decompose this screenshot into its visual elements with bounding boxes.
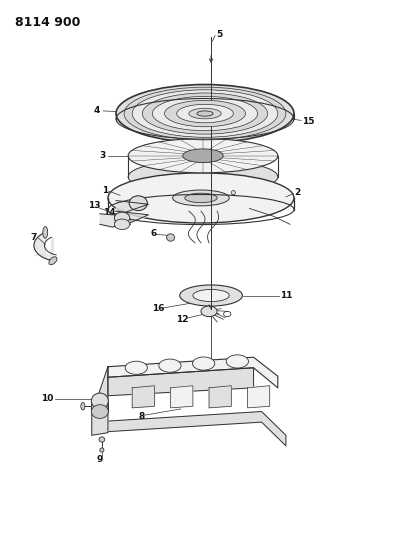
Ellipse shape xyxy=(192,357,214,370)
Polygon shape xyxy=(209,386,231,408)
Ellipse shape xyxy=(158,359,181,372)
Ellipse shape xyxy=(114,219,130,230)
Ellipse shape xyxy=(142,93,267,134)
Text: 13: 13 xyxy=(88,201,100,211)
Ellipse shape xyxy=(91,393,108,409)
Ellipse shape xyxy=(49,257,57,265)
Ellipse shape xyxy=(192,289,229,302)
Ellipse shape xyxy=(81,402,85,410)
Ellipse shape xyxy=(128,139,277,173)
Text: 3: 3 xyxy=(99,151,105,160)
Text: 5: 5 xyxy=(216,30,222,39)
Ellipse shape xyxy=(91,405,108,418)
Ellipse shape xyxy=(108,173,293,223)
Ellipse shape xyxy=(124,87,285,140)
Polygon shape xyxy=(92,411,285,446)
Ellipse shape xyxy=(116,85,293,142)
Ellipse shape xyxy=(184,193,217,203)
Text: 14: 14 xyxy=(103,208,115,217)
Text: 8: 8 xyxy=(138,413,144,421)
Ellipse shape xyxy=(164,100,245,127)
Ellipse shape xyxy=(125,361,147,374)
Ellipse shape xyxy=(231,191,235,195)
Ellipse shape xyxy=(196,111,213,116)
Polygon shape xyxy=(108,368,253,395)
Ellipse shape xyxy=(166,234,174,241)
Polygon shape xyxy=(132,386,154,408)
Text: 16: 16 xyxy=(151,304,164,313)
Ellipse shape xyxy=(43,227,47,238)
Ellipse shape xyxy=(99,437,104,442)
Text: 2: 2 xyxy=(293,188,299,197)
Polygon shape xyxy=(247,386,269,408)
Text: 12: 12 xyxy=(175,315,188,324)
Ellipse shape xyxy=(132,90,277,138)
Polygon shape xyxy=(92,367,108,435)
Ellipse shape xyxy=(182,149,222,163)
Text: 1: 1 xyxy=(101,185,108,195)
Text: 11: 11 xyxy=(279,291,292,300)
Ellipse shape xyxy=(189,108,220,119)
Ellipse shape xyxy=(179,285,242,306)
Ellipse shape xyxy=(152,96,257,131)
Text: 6: 6 xyxy=(150,229,156,238)
Text: 7: 7 xyxy=(30,233,36,242)
Ellipse shape xyxy=(114,212,130,224)
Ellipse shape xyxy=(200,306,217,317)
Polygon shape xyxy=(170,386,192,408)
Text: 15: 15 xyxy=(301,117,314,126)
Ellipse shape xyxy=(176,104,233,123)
Polygon shape xyxy=(108,357,277,388)
Text: 8114 900: 8114 900 xyxy=(15,16,80,29)
Ellipse shape xyxy=(172,190,229,206)
Text: 4: 4 xyxy=(94,107,100,116)
Ellipse shape xyxy=(226,355,248,368)
Ellipse shape xyxy=(100,448,103,452)
Ellipse shape xyxy=(128,160,277,194)
Ellipse shape xyxy=(129,196,147,211)
Text: 10: 10 xyxy=(41,394,54,403)
Text: 9: 9 xyxy=(97,455,103,464)
